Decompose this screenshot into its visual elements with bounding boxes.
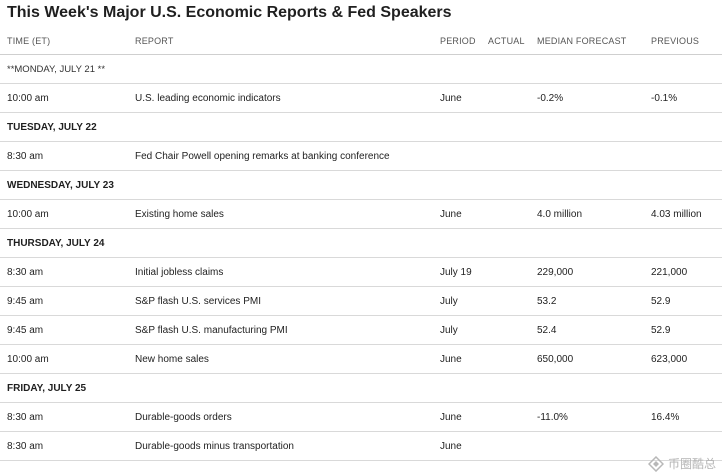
median-forecast-cell: -11.0% <box>537 411 568 423</box>
day-row-tuesday: TUESDAY, JULY 22 <box>0 113 722 142</box>
table-row: 8:30 am Initial jobless claims July 19 2… <box>0 258 722 287</box>
day-label: FRIDAY, JULY 25 <box>7 382 87 394</box>
day-row-thursday: THURSDAY, JULY 24 <box>0 229 722 258</box>
time-cell: 8:30 am <box>7 440 44 452</box>
report-cell: S&P flash U.S. manufacturing PMI <box>135 324 288 336</box>
table-row: 8:30 am Durable-goods minus transportati… <box>0 432 722 461</box>
report-cell: Durable-goods minus transportation <box>135 440 294 452</box>
watermark-logo-icon <box>647 455 664 472</box>
table-row: 10:00 am New home sales June 650,000 623… <box>0 345 722 374</box>
table-row: 8:30 am Fed Chair Powell opening remarks… <box>0 142 722 171</box>
page-title: This Week's Major U.S. Economic Reports … <box>7 4 452 21</box>
table-row: 8:30 am Durable-goods orders June -11.0%… <box>0 403 722 432</box>
column-header-previous: PREVIOUS <box>651 36 700 46</box>
period-cell: June <box>440 440 462 452</box>
time-cell: 10:00 am <box>7 208 49 220</box>
day-label: **MONDAY, JULY 21 ** <box>7 63 106 75</box>
report-cell: Durable-goods orders <box>135 411 232 423</box>
report-cell: Fed Chair Powell opening remarks at bank… <box>135 150 390 162</box>
column-header-report: REPORT <box>135 36 174 46</box>
median-forecast-cell: 229,000 <box>537 266 574 278</box>
column-header-median-forecast: MEDIAN FORECAST <box>537 36 627 46</box>
day-label: THURSDAY, JULY 24 <box>7 237 105 249</box>
table-row: 10:00 am Existing home sales June 4.0 mi… <box>0 200 722 229</box>
median-forecast-cell: 4.0 million <box>537 208 583 220</box>
time-cell: 8:30 am <box>7 150 44 162</box>
previous-cell: -0.1% <box>651 92 678 104</box>
period-cell: July <box>440 295 458 307</box>
median-forecast-cell: 53.2 <box>537 295 557 307</box>
previous-cell: 52.9 <box>651 295 671 307</box>
time-cell: 8:30 am <box>7 411 44 423</box>
table-row: 9:45 am S&P flash U.S. manufacturing PMI… <box>0 316 722 345</box>
report-cell: Existing home sales <box>135 208 224 220</box>
period-cell: June <box>440 353 462 365</box>
time-cell: 10:00 am <box>7 353 49 365</box>
watermark-text: 币圈酷总 <box>667 457 716 471</box>
period-cell: July 19 <box>440 266 472 278</box>
previous-cell: 4.03 million <box>651 208 702 220</box>
column-header-time: TIME (ET) <box>7 36 51 46</box>
table-row: 10:00 am U.S. leading economic indicator… <box>0 84 722 113</box>
table-row: 9:45 am S&P flash U.S. services PMI July… <box>0 287 722 316</box>
report-cell: New home sales <box>135 353 209 365</box>
report-cell: Initial jobless claims <box>135 266 224 278</box>
day-label: TUESDAY, JULY 22 <box>7 121 97 133</box>
previous-cell: 623,000 <box>651 353 688 365</box>
column-header-period: PERIOD <box>440 36 476 46</box>
time-cell: 8:30 am <box>7 266 44 278</box>
day-row-wednesday: WEDNESDAY, JULY 23 <box>0 171 722 200</box>
previous-cell: 52.9 <box>651 324 671 336</box>
median-forecast-cell: -0.2% <box>537 92 564 104</box>
report-cell: S&P flash U.S. services PMI <box>135 295 261 307</box>
previous-cell: 221,000 <box>651 266 688 278</box>
watermark: 币圈酷总 <box>647 455 716 472</box>
time-cell: 10:00 am <box>7 92 49 104</box>
column-header-actual: ACTUAL <box>488 36 525 46</box>
report-cell: U.S. leading economic indicators <box>135 92 281 104</box>
day-label: WEDNESDAY, JULY 23 <box>7 179 114 191</box>
period-cell: June <box>440 92 462 104</box>
period-cell: June <box>440 208 462 220</box>
time-cell: 9:45 am <box>7 295 44 307</box>
period-cell: June <box>440 411 462 423</box>
period-cell: July <box>440 324 458 336</box>
table-header: TIME (ET) REPORT PERIOD ACTUAL MEDIAN FO… <box>0 28 722 55</box>
time-cell: 9:45 am <box>7 324 44 336</box>
previous-cell: 16.4% <box>651 411 680 423</box>
median-forecast-cell: 650,000 <box>537 353 574 365</box>
median-forecast-cell: 52.4 <box>537 324 557 336</box>
day-row-monday: **MONDAY, JULY 21 ** <box>0 55 722 84</box>
economic-calendar-table: TIME (ET) REPORT PERIOD ACTUAL MEDIAN FO… <box>0 28 722 461</box>
day-row-friday: FRIDAY, JULY 25 <box>0 374 722 403</box>
